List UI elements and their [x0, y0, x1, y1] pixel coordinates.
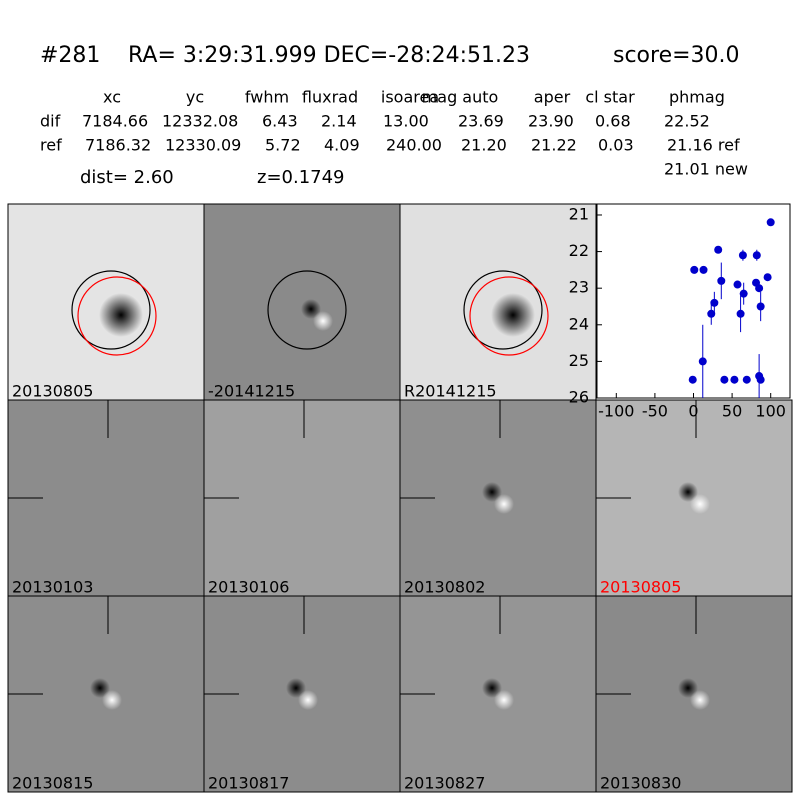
source-bright — [690, 690, 710, 710]
stamp-label: 20130805 — [12, 382, 93, 401]
chart-frame — [596, 203, 791, 399]
point — [714, 245, 723, 254]
source-bright — [494, 494, 514, 514]
column-header: aper — [534, 88, 571, 107]
y-tick-label: 23 — [569, 278, 589, 297]
stamp-label: 20130815 — [12, 774, 93, 793]
new-circle — [469, 276, 549, 356]
y-tick-label: 21 — [569, 204, 589, 223]
column-header: mag auto — [422, 88, 499, 107]
table-cell: 23.90 — [528, 112, 574, 131]
table-cell: 0.68 — [595, 112, 631, 131]
table-cell: 21.16 ref — [667, 136, 740, 155]
redshift: z=0.1749 — [257, 167, 345, 188]
point — [752, 251, 761, 260]
table-cell: 12332.08 — [162, 112, 238, 131]
candidate-id: #281 — [40, 43, 100, 68]
point — [742, 375, 751, 384]
stamp-label: 20130830 — [600, 774, 681, 793]
table-cell: 23.69 — [458, 112, 504, 131]
table-cell: 4.09 — [324, 136, 360, 155]
point — [756, 302, 765, 311]
point — [739, 289, 748, 298]
stamp-label: 20130103 — [12, 578, 93, 597]
score: score=30.0 — [613, 43, 740, 68]
table-extra: 21.01 new — [664, 160, 748, 179]
stamp-label: 20130106 — [208, 578, 289, 597]
point — [710, 298, 719, 307]
ref-circle — [463, 270, 543, 350]
table-cell: 5.72 — [265, 136, 301, 155]
stamp — [203, 203, 401, 401]
row-label: ref — [40, 136, 62, 155]
point — [707, 309, 716, 318]
source-bright — [298, 690, 318, 710]
point — [717, 276, 726, 285]
point — [720, 375, 729, 384]
table-cell: 2.14 — [321, 112, 357, 131]
column-header: xc — [103, 88, 121, 107]
point — [755, 284, 764, 293]
point — [756, 375, 765, 384]
row-label: dif — [40, 112, 61, 131]
x-tick-label: 0 — [688, 402, 698, 421]
table-cell: 7184.66 — [82, 112, 148, 131]
column-header: yc — [186, 88, 204, 107]
stamp-label: 20130802 — [404, 578, 485, 597]
x-tick-label: -50 — [642, 402, 668, 421]
point — [733, 280, 742, 289]
table-cell: 13.00 — [383, 112, 429, 131]
stamp-label: 20130817 — [208, 774, 289, 793]
coordinates: RA= 3:29:31.999 DEC=-28:24:51.23 — [128, 43, 530, 68]
point — [688, 375, 697, 384]
table-cell: 0.03 — [598, 136, 634, 155]
point — [736, 309, 745, 318]
source-bright — [102, 690, 122, 710]
y-tick-label: 24 — [569, 314, 589, 333]
x-tick-label: 100 — [755, 402, 786, 421]
column-header: phmag — [669, 88, 725, 107]
new-circle — [77, 276, 157, 356]
stamp-label: -20141215 — [208, 382, 295, 401]
point — [766, 218, 775, 227]
stamp-label: 20130805 — [600, 578, 681, 597]
y-tick-label: 25 — [569, 351, 589, 370]
point — [763, 273, 772, 282]
table-cell: 21.22 — [531, 136, 577, 155]
column-header: fwhm — [245, 88, 289, 107]
source-bright — [313, 311, 333, 331]
column-header: isoarea — [381, 88, 439, 107]
table-cell: 6.43 — [262, 112, 298, 131]
table-cell: 12330.09 — [165, 136, 241, 155]
ref-circle — [71, 270, 151, 350]
point — [730, 375, 739, 384]
point — [698, 357, 707, 366]
stamp-label: 20130827 — [404, 774, 485, 793]
source-bright — [690, 494, 710, 514]
ref-circle — [267, 270, 347, 350]
y-tick-label: 26 — [569, 388, 589, 407]
y-tick-label: 22 — [569, 241, 589, 260]
column-header: cl star — [585, 88, 635, 107]
stamp-label: R20141215 — [404, 382, 497, 401]
distance: dist= 2.60 — [80, 167, 174, 188]
x-tick-label: -100 — [598, 402, 634, 421]
source-bright — [494, 690, 514, 710]
table-cell: 22.52 — [664, 112, 710, 131]
point — [699, 265, 708, 274]
point — [738, 251, 747, 260]
x-tick-label: 50 — [722, 402, 742, 421]
column-header: fluxrad — [302, 88, 358, 107]
table-cell: 7186.32 — [85, 136, 151, 155]
source-blob — [491, 293, 535, 337]
table-cell: 240.00 — [386, 136, 442, 155]
source-blob — [99, 293, 143, 337]
point — [690, 265, 699, 274]
table-cell: 21.20 — [461, 136, 507, 155]
